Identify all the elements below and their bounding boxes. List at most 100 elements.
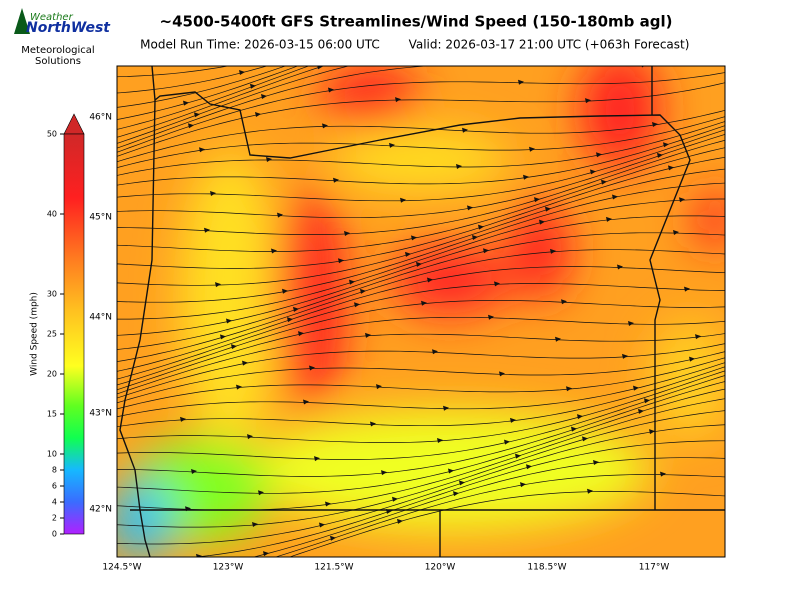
lon-label: 121.5°W: [314, 563, 353, 573]
colorbar-tick-label: 20: [47, 370, 57, 379]
streamline: [117, 147, 725, 252]
arrowhead: [215, 282, 221, 288]
arrowhead: [617, 264, 623, 270]
colorbar-tick-label: 6: [52, 482, 57, 491]
arrowhead: [252, 521, 258, 527]
arrowhead: [180, 416, 186, 422]
arrowhead: [550, 248, 556, 254]
colorbar-tick-label: 0: [52, 530, 57, 539]
arrowhead: [472, 234, 478, 240]
map: [117, 66, 725, 584]
arrowhead: [534, 197, 540, 203]
streamline: [117, 266, 725, 372]
arrowhead: [437, 437, 443, 443]
arrowhead: [523, 174, 529, 180]
streamline: [117, 362, 725, 418]
arrowhead: [266, 156, 272, 162]
arrowhead: [287, 317, 293, 323]
arrowhead: [191, 468, 197, 474]
arrowhead: [400, 197, 406, 203]
arrowhead: [376, 384, 382, 390]
arrowhead: [411, 235, 417, 241]
arrowhead: [427, 277, 433, 283]
arrowhead: [657, 152, 663, 158]
arrowhead: [504, 439, 510, 445]
arrowhead: [204, 227, 210, 233]
streamline: [117, 388, 725, 494]
lat-label: 45°N: [89, 213, 112, 223]
arrowhead: [365, 332, 371, 338]
arrowhead: [277, 212, 283, 218]
arrowhead: [328, 87, 334, 93]
arrowhead: [349, 279, 355, 285]
streamline: [117, 66, 230, 78]
arrowhead: [236, 384, 242, 390]
arrowhead: [448, 468, 454, 474]
streamline: [117, 109, 725, 163]
arrowhead: [660, 471, 666, 477]
arrowhead: [453, 491, 459, 497]
lon-label: 117°W: [639, 563, 670, 573]
arrowhead: [261, 94, 267, 100]
arrowhead: [263, 551, 269, 557]
arrowhead: [499, 371, 505, 377]
arrowhead: [456, 164, 462, 170]
arrowhead: [539, 219, 545, 225]
arrowhead: [392, 496, 398, 502]
arrowhead: [483, 248, 489, 254]
streamline: [117, 66, 269, 94]
model-run: Model Run Time: 2026-03-15 06:00 UTC: [140, 38, 380, 52]
arrowhead: [644, 398, 650, 404]
streamline: [117, 366, 725, 428]
arrowhead: [309, 365, 315, 371]
arrowhead: [577, 414, 583, 420]
arrowhead: [322, 123, 328, 129]
streamline: [117, 198, 725, 320]
arrowhead: [587, 488, 593, 494]
arrowhead: [271, 248, 277, 254]
arrowhead: [314, 456, 320, 462]
logo-tree: [14, 8, 30, 34]
lon-label: 118.5°W: [527, 563, 566, 573]
arrowhead: [432, 349, 438, 355]
arrowhead: [183, 100, 189, 106]
arrowhead: [298, 331, 304, 337]
streamline: [117, 121, 725, 176]
colorbar-extend: [63, 113, 85, 135]
arrowhead: [207, 579, 213, 584]
arrowhead: [247, 434, 253, 440]
arrowhead: [389, 142, 395, 148]
streamline: [117, 232, 725, 350]
streamline: [117, 351, 725, 404]
arrowhead: [293, 306, 299, 312]
streamline: [117, 156, 725, 269]
arrowhead: [405, 251, 411, 257]
streamline: [117, 129, 725, 202]
logo: Weather NorthWest Meteorological Solution…: [14, 8, 111, 67]
streamline: [252, 457, 725, 557]
streamline: [117, 357, 725, 410]
arrowhead: [421, 300, 427, 306]
arrowhead: [395, 97, 401, 103]
lon-label: 120°W: [425, 563, 456, 573]
arrowhead: [467, 205, 473, 211]
arrowhead: [520, 482, 526, 488]
arrowhead: [199, 147, 205, 153]
arrowhead: [319, 522, 325, 528]
arrowhead: [255, 111, 261, 117]
colorbar: [63, 133, 85, 535]
colorbar-tick-label: 40: [47, 210, 57, 219]
streamline: [117, 66, 310, 130]
streamline: [117, 134, 725, 219]
arrowhead: [330, 535, 336, 541]
colorbar-tick-label: 30: [47, 290, 57, 299]
arrowhead: [612, 194, 618, 200]
streamline: [117, 375, 725, 460]
arrowhead: [462, 127, 468, 133]
streamline: [117, 316, 725, 391]
streamline: [193, 440, 725, 557]
streamline: [288, 491, 725, 557]
arrowhead: [518, 79, 524, 85]
arrowhead: [529, 146, 535, 152]
